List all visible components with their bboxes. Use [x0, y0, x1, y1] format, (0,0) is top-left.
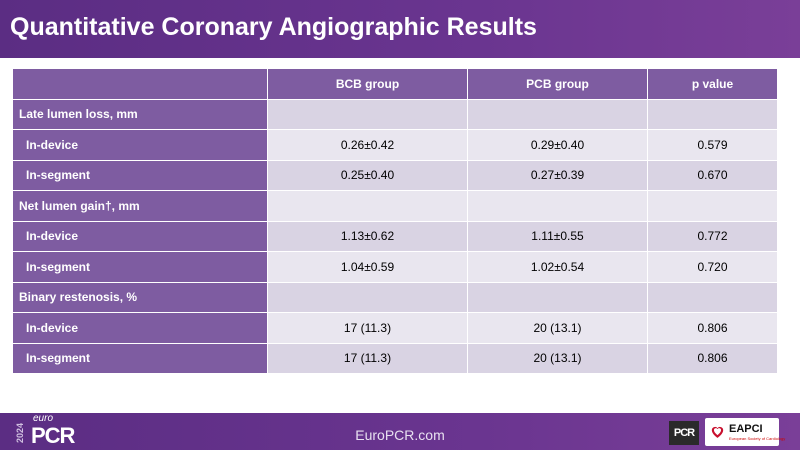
pcb-value: 0.29±0.40: [467, 129, 648, 161]
pcb-value: 1.11±0.55: [467, 220, 648, 252]
title-bar: [0, 0, 800, 58]
table-row: In-segment 17 (11.3) 20 (13.1) 0.806: [12, 342, 778, 374]
footer-bar: [0, 413, 800, 450]
pcb-value: 20 (13.1): [467, 312, 648, 344]
logo-euro: euro: [33, 413, 54, 424]
section-row: Late lumen loss, mm: [12, 98, 778, 130]
site-url: EuroPCR.com: [355, 427, 445, 443]
row-label: In-segment: [12, 251, 268, 283]
empty-cell: [647, 281, 778, 313]
row-label: In-segment: [12, 342, 268, 374]
pcb-value: 0.27±0.39: [467, 159, 648, 191]
p-value: 0.670: [647, 159, 778, 191]
header-row: BCB group PCB group p value: [12, 68, 778, 100]
empty-cell: [267, 98, 468, 130]
header-corner: [12, 68, 268, 100]
p-value: 0.579: [647, 129, 778, 161]
pcb-value: 1.02±0.54: [467, 251, 648, 283]
bcb-value: 1.13±0.62: [267, 220, 468, 252]
table-row: In-device 17 (11.3) 20 (13.1) 0.806: [12, 312, 778, 344]
empty-cell: [647, 190, 778, 222]
empty-cell: [267, 190, 468, 222]
p-value: 0.720: [647, 251, 778, 283]
bcb-value: 17 (11.3): [267, 342, 468, 374]
heart-icon: [709, 423, 726, 445]
europcr-logo: PCR: [31, 423, 75, 448]
bcb-value: 0.26±0.42: [267, 129, 468, 161]
table-row: In-device 1.13±0.62 1.11±0.55 0.772: [12, 220, 778, 252]
p-value: 0.772: [647, 220, 778, 252]
section-label: Net lumen gain†, mm: [12, 190, 268, 222]
section-label: Binary restenosis, %: [12, 281, 268, 313]
pcr-badge-logo: PCR: [669, 421, 699, 445]
bcb-value: 0.25±0.40: [267, 159, 468, 191]
results-table: BCB group PCB group p value Late lumen l…: [12, 68, 778, 374]
slide-title: Quantitative Coronary Angiographic Resul…: [10, 13, 537, 41]
table-row: In-segment 1.04±0.59 1.02±0.54 0.720: [12, 251, 778, 283]
p-value: 0.806: [647, 312, 778, 344]
row-label: In-device: [12, 129, 268, 161]
row-label: In-segment: [12, 159, 268, 191]
eapci-sublabel: European Society of Cardiology: [729, 436, 786, 441]
header-bcb-group: BCB group: [267, 68, 468, 100]
empty-cell: [467, 98, 648, 130]
p-value: 0.806: [647, 342, 778, 374]
empty-cell: [267, 281, 468, 313]
eapci-label: EAPCI: [729, 423, 763, 435]
section-row: Net lumen gain†, mm: [12, 190, 778, 222]
table-row: In-segment 0.25±0.40 0.27±0.39 0.670: [12, 159, 778, 191]
bcb-value: 17 (11.3): [267, 312, 468, 344]
row-label: In-device: [12, 312, 268, 344]
bcb-value: 1.04±0.59: [267, 251, 468, 283]
eapci-logo: EAPCI European Society of Cardiology: [705, 418, 785, 446]
table-row: In-device 0.26±0.42 0.29±0.40 0.579: [12, 129, 778, 161]
header-p-value: p value: [647, 68, 778, 100]
empty-cell: [467, 190, 648, 222]
empty-cell: [467, 281, 648, 313]
pcb-value: 20 (13.1): [467, 342, 648, 374]
row-label: In-device: [12, 220, 268, 252]
section-label: Late lumen loss, mm: [12, 98, 268, 130]
section-row: Binary restenosis, %: [12, 281, 778, 313]
header-pcb-group: PCB group: [467, 68, 648, 100]
empty-cell: [647, 98, 778, 130]
